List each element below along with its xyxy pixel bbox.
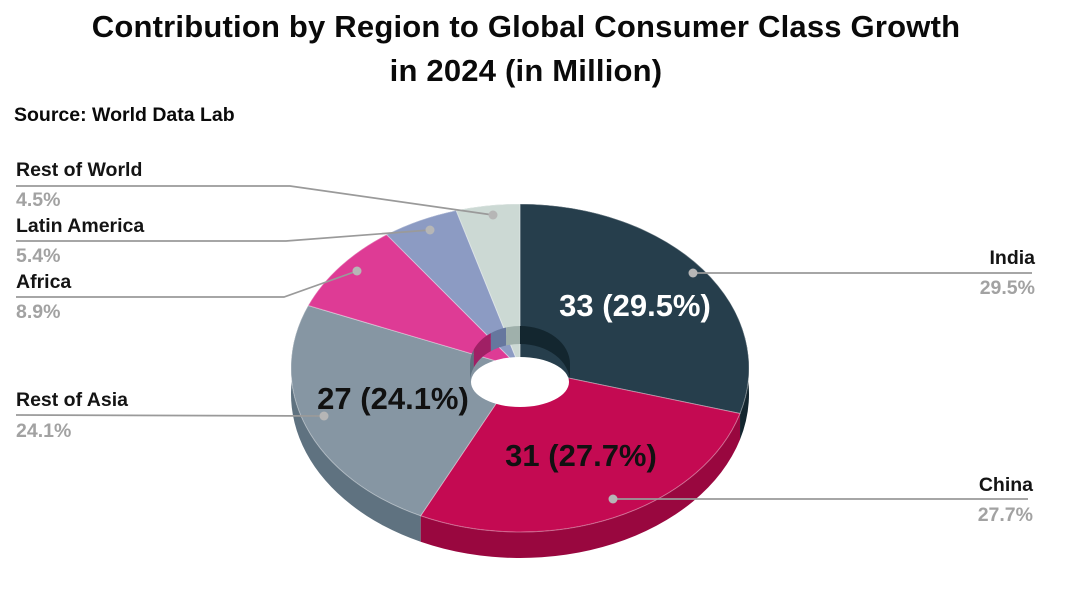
pie-slice-india <box>519 203 750 415</box>
callout-name-india: India <box>989 247 1035 269</box>
leader-dots <box>319 210 698 504</box>
callout-name-rest-of-asia: Rest of Asia <box>16 389 128 411</box>
leader-dot-rest-of-asia <box>319 411 329 421</box>
hole-wall-rest-of-world <box>506 326 520 346</box>
callout-pct-china: 27.7% <box>977 504 1033 526</box>
slice-value-label-rest-of-asia: 27 (24.1%) <box>317 381 469 416</box>
pie-side-china <box>420 413 741 559</box>
leader-rest-of-world <box>16 185 494 216</box>
callout-pct-africa: 8.9% <box>16 301 61 323</box>
chart-title-line1: Contribution by Region to Global Consume… <box>91 9 961 44</box>
callout-name-latin-america: Latin America <box>16 215 145 237</box>
source-label: Source: World Data Lab <box>14 104 235 126</box>
slice-value-label-india: 33 (29.5%) <box>559 288 711 323</box>
callout-pct-rest-of-asia: 24.1% <box>16 420 72 442</box>
leader-latin-america <box>16 229 431 242</box>
leader-dot-africa <box>352 266 362 276</box>
leader-dot-china <box>608 494 618 504</box>
leader-africa <box>16 270 358 298</box>
callout-pct-latin-america: 5.4% <box>16 245 61 267</box>
leader-rest-of-asia <box>15 414 325 417</box>
pie-slice-rest-of-asia <box>290 304 521 517</box>
hole-wall-rest-of-asia <box>470 349 474 382</box>
callout-name-china: China <box>978 474 1033 496</box>
callout-name-rest-of-world: Rest of World <box>16 159 143 181</box>
callout-name-africa: Africa <box>16 271 72 293</box>
leader-lines <box>15 185 1032 504</box>
slice-value-label-china: 31 (27.7%) <box>505 438 657 473</box>
donut-hole <box>470 326 570 407</box>
hole-wall-africa <box>473 333 491 368</box>
callout-pct-india: 29.5% <box>979 277 1035 299</box>
donut-hole-opening <box>471 357 569 407</box>
chart-title-line2: in 2024 (in Million) <box>389 53 663 88</box>
leader-dot-india <box>688 268 698 278</box>
leader-dot-rest-of-world <box>488 210 498 220</box>
pie-slice-africa <box>307 234 521 369</box>
hole-wall-india <box>520 326 570 382</box>
callout-pct-rest-of-world: 4.5% <box>16 189 61 211</box>
leader-dot-latin-america <box>425 225 435 235</box>
pie-top-slices <box>290 203 750 533</box>
pie-slice-china <box>419 367 741 533</box>
chart-title: Contribution by Region to Global Consume… <box>0 5 1052 93</box>
hole-wall-latin-america <box>490 327 507 352</box>
